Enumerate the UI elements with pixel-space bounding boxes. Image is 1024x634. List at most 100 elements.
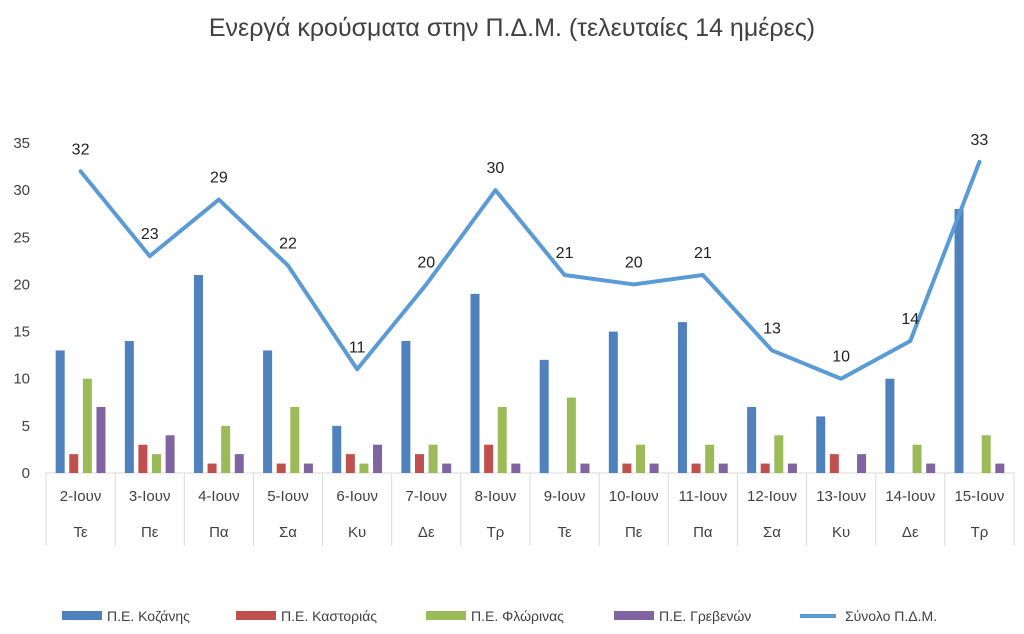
y-tick-label: 5 (22, 418, 30, 435)
bar-series3-12 (926, 463, 936, 473)
total-point (701, 273, 705, 277)
total-data-label: 30 (487, 160, 505, 177)
bar-series2-6 (497, 407, 507, 473)
x-category-label: 10-Ιουν (609, 488, 659, 505)
bar-series0-8 (608, 331, 618, 473)
bar-series3-4 (373, 444, 383, 473)
bar-series0-12 (885, 378, 895, 473)
bar-series1-5 (414, 454, 424, 473)
bar-series0-9 (677, 322, 687, 473)
bar-series2-2 (221, 425, 231, 473)
data-labels-group: 32 23 29 22 11 20 30 21 20 21 13 10 14 33 (72, 132, 989, 366)
bar-series2-7 (566, 397, 576, 473)
total-data-label: 11 (349, 339, 366, 356)
bar-series3-2 (234, 454, 244, 473)
bar-series2-10 (774, 435, 784, 473)
bar-series3-7 (580, 463, 590, 473)
bar-series3-11 (857, 454, 867, 473)
x-category-label: 2-Ιουν (60, 488, 102, 505)
legend-label: Σύνολο Π.Δ.Μ. (845, 608, 937, 624)
x-day-label: Πε (625, 524, 643, 541)
bar-series2-13 (981, 435, 991, 473)
bar-series0-4 (332, 425, 342, 473)
total-point (908, 339, 912, 343)
total-point (770, 348, 774, 352)
x-category-label: 14-Ιουν (885, 488, 935, 505)
y-tick-label: 25 (13, 229, 30, 246)
bar-series3-5 (442, 463, 452, 473)
legend-swatch (614, 611, 654, 620)
x-day-label: Τρ (487, 524, 505, 541)
y-tick-label: 0 (22, 465, 30, 482)
total-data-label: 21 (694, 245, 712, 262)
total-data-label: 20 (625, 254, 643, 271)
total-point (493, 188, 497, 192)
total-point (355, 367, 359, 371)
total-point (217, 198, 221, 202)
bar-series0-1 (124, 341, 134, 473)
x-day-label: Κυ (832, 524, 850, 541)
bar-series0-5 (401, 341, 411, 473)
x-category-label: 3-Ιουν (129, 488, 171, 505)
bar-series1-10 (760, 463, 770, 473)
bar-series1-3 (276, 463, 286, 473)
bar-series3-0 (96, 407, 106, 473)
bar-series2-1 (152, 454, 162, 473)
x-day-label: Δε (418, 524, 435, 541)
y-tick-label: 10 (13, 371, 30, 388)
x-day-label: Κυ (348, 524, 366, 541)
total-line (78, 159, 982, 381)
total-point (424, 282, 428, 286)
total-data-label: 23 (141, 226, 159, 243)
total-data-label: 13 (763, 320, 781, 337)
x-category-label: 15-Ιουν (954, 488, 1004, 505)
bar-series1-0 (69, 454, 79, 473)
bar-series3-13 (995, 463, 1005, 473)
total-data-label: 14 (901, 311, 919, 328)
total-point (632, 282, 636, 286)
bar-series1-9 (691, 463, 701, 473)
bar-series2-12 (912, 444, 922, 473)
bar-series2-0 (82, 378, 92, 473)
total-data-label: 20 (417, 254, 435, 271)
total-data-label: 10 (832, 349, 850, 366)
bar-series3-10 (787, 463, 797, 473)
bar-series0-10 (747, 407, 757, 473)
bar-series0-6 (470, 293, 480, 473)
bar-series3-8 (649, 463, 659, 473)
x-day-label: Τρ (971, 524, 989, 541)
x-category-label: 8-Ιουν (475, 488, 517, 505)
bar-series3-3 (303, 463, 313, 473)
x-category-label: 11-Ιουν (678, 488, 727, 505)
bar-series0-7 (539, 359, 549, 473)
bar-series1-11 (829, 454, 839, 473)
legend-label: Π.Ε. Κοζάνης (107, 608, 190, 624)
bar-series0-0 (55, 350, 65, 473)
legend: Π.Ε. Κοζάνης Π.Ε. Καστοριάς Π.Ε. Φλώρινας Π… (62, 608, 937, 624)
bar-series1-4 (345, 454, 355, 473)
y-tick-label: 35 (13, 135, 30, 152)
total-point (286, 264, 290, 268)
bar-series0-13 (954, 209, 964, 473)
total-point (977, 160, 981, 164)
x-category-label: 4-Ιουν (198, 488, 240, 505)
y-tick-label: 15 (13, 324, 30, 341)
x-day-label: Δε (902, 524, 919, 541)
x-day-label: Σα (279, 524, 297, 541)
bar-series2-5 (428, 444, 438, 473)
total-data-label: 32 (72, 141, 90, 158)
x-day-label: Πα (693, 524, 713, 541)
x-category-label: 13-Ιουν (816, 488, 866, 505)
total-data-label: 29 (210, 170, 228, 187)
x-category-label: 6-Ιουν (336, 488, 378, 505)
chart-title: Ενεργά κρούσματα στην Π.Δ.Μ. (τελευταίες… (209, 14, 815, 42)
total-point (79, 169, 83, 173)
bar-series1-1 (138, 444, 148, 473)
bar-series2-4 (359, 463, 369, 473)
total-point (148, 254, 152, 258)
x-category-label: 5-Ιουν (267, 488, 309, 505)
legend-swatch (236, 611, 276, 620)
y-tick-label: 20 (13, 276, 30, 293)
total-data-label: 22 (279, 236, 297, 253)
